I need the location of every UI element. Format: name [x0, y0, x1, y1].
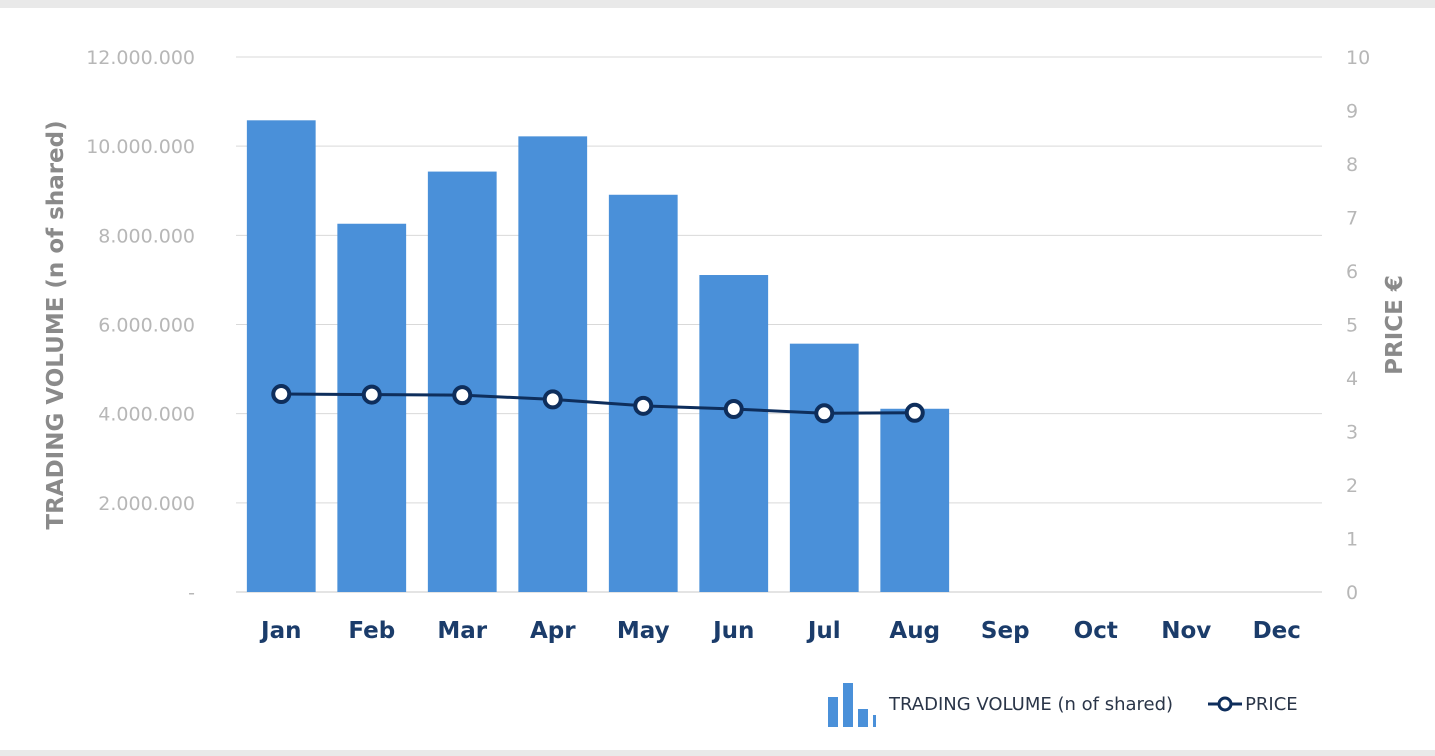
right-tick-label: 4 [1346, 368, 1358, 390]
right-tick-label: 7 [1346, 208, 1358, 230]
legend-label-volume: TRADING VOLUME (n of shared) [889, 693, 1174, 715]
left-tick-label: 8.000.000 [98, 225, 195, 247]
volume-bar [699, 275, 769, 592]
right-axis-title: PRICE € [1382, 275, 1408, 375]
right-tick-label: 1 [1346, 529, 1358, 551]
top-border [0, 0, 1435, 8]
left-tick-label: 12.000.000 [86, 47, 195, 69]
price-point [904, 402, 925, 423]
price-point [814, 403, 835, 424]
x-tick-label: Jul [806, 618, 841, 644]
x-tick-label: Sep [981, 618, 1030, 644]
volume-bar [880, 408, 950, 592]
x-tick-label: Mar [437, 618, 487, 644]
x-tick-label: Apr [530, 618, 576, 644]
left-axis-ticks: - 2.000.000 4.000.000 6.000.000 8.000.000 10.… [86, 47, 195, 604]
price-point [361, 384, 382, 405]
line-marker-icon [1208, 696, 1243, 712]
bar-chart-icon [828, 681, 881, 727]
volume-bar [337, 223, 407, 592]
legend-label-price: PRICE [1245, 693, 1298, 715]
x-tick-label: Feb [348, 618, 395, 644]
volume-bar [246, 120, 316, 592]
legend-item-price: PRICE [1173, 694, 1298, 715]
right-tick-label: 9 [1346, 101, 1358, 123]
left-axis-title: TRADING VOLUME (n of shared) [43, 120, 69, 529]
left-tick-label: 10.000.000 [86, 136, 195, 158]
gridlines [236, 56, 1322, 593]
price-point [542, 389, 563, 410]
x-tick-label: Jun [711, 618, 754, 644]
volume-bar [427, 171, 497, 592]
left-tick-label: 4.000.000 [98, 404, 195, 426]
volume-bar [789, 343, 859, 592]
x-tick-label: Aug [889, 618, 940, 644]
right-tick-label: 10 [1346, 47, 1370, 69]
x-tick-label: May [617, 618, 670, 644]
legend-item-volume: TRADING VOLUME (n of shared) [828, 681, 1173, 727]
x-axis-ticks: Jan Feb Mar Apr May Jun Jul Aug Sep Oct Nov Dec [259, 618, 1301, 644]
right-tick-label: 3 [1346, 422, 1358, 444]
left-tick-label: 2.000.000 [98, 493, 195, 515]
left-tick-label: - [188, 582, 195, 604]
volume-bar [518, 136, 588, 592]
price-line-layer [271, 384, 925, 424]
price-point [452, 385, 473, 406]
x-tick-label: Dec [1253, 618, 1301, 644]
right-tick-label: 2 [1346, 475, 1358, 497]
right-tick-label: 0 [1346, 582, 1358, 604]
right-axis-ticks: 0 1 2 3 4 5 6 7 8 9 10 [1346, 47, 1370, 604]
x-tick-label: Jan [259, 618, 301, 644]
right-tick-label: 8 [1346, 154, 1358, 176]
bottom-border [0, 750, 1435, 756]
volume-bar [608, 194, 678, 592]
x-tick-label: Nov [1161, 618, 1211, 644]
volume-bars [246, 120, 950, 592]
price-point [633, 395, 654, 416]
legend: TRADING VOLUME (n of shared) PRICE [828, 680, 1298, 728]
right-tick-label: 5 [1346, 315, 1358, 337]
left-tick-label: 6.000.000 [98, 315, 195, 337]
right-tick-label: 6 [1346, 261, 1358, 283]
price-line [281, 392, 915, 415]
x-tick-label: Oct [1074, 618, 1118, 644]
price-point [723, 399, 744, 420]
price-point [271, 384, 292, 405]
